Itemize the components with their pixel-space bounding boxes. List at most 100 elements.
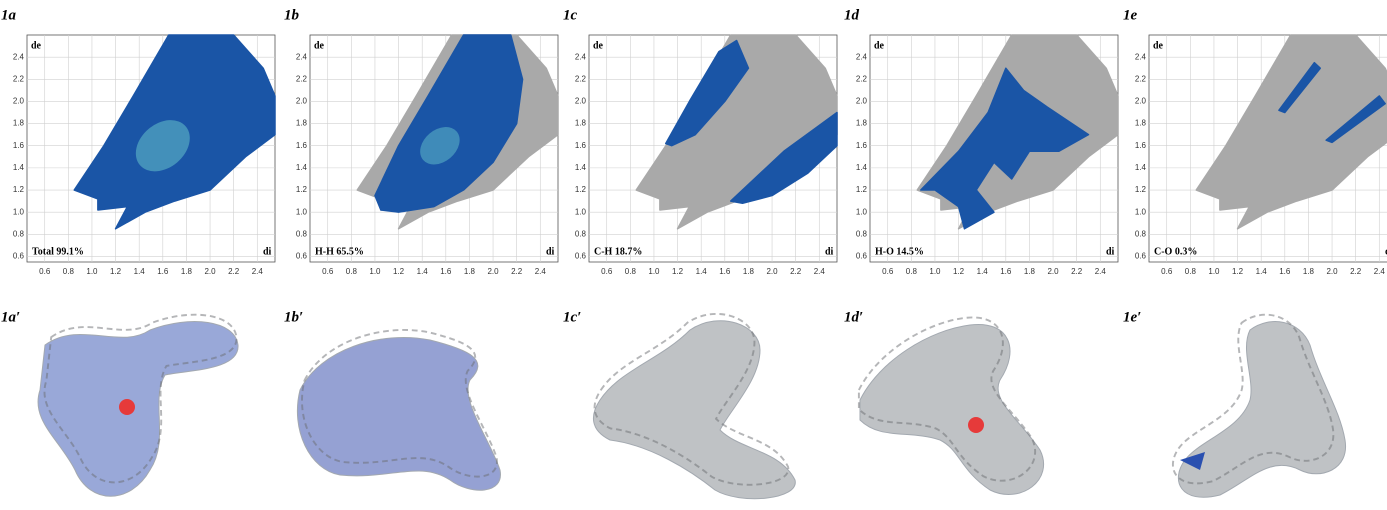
y-tick-label: 1.2: [856, 185, 868, 194]
y-tick-label: 1.4: [296, 163, 308, 172]
x-tick-label: 1.6: [440, 267, 452, 276]
x-tick-label: 2.0: [1047, 267, 1059, 276]
x-tick-label: 1.0: [648, 267, 660, 276]
x-tick-label: 2.2: [1071, 267, 1083, 276]
y-tick-label: 0.6: [575, 252, 587, 261]
y-tick-label: 2.0: [856, 97, 868, 106]
x-tick-label: 0.8: [63, 267, 75, 276]
panel-label: 1a: [1, 7, 17, 23]
x-tick-label: 0.6: [322, 267, 334, 276]
x-tick-label: 0.8: [625, 267, 637, 276]
y-tick-label: 1.8: [13, 119, 25, 128]
x-tick-label: 2.0: [487, 267, 499, 276]
y-tick-label: 1.0: [575, 207, 587, 216]
x-tick-label: 1.8: [743, 267, 755, 276]
x-tick-label: 1.0: [929, 267, 941, 276]
y-tick-label: 2.2: [856, 74, 868, 83]
y-tick-label: 0.8: [856, 229, 868, 238]
y-tick-label: 2.0: [1135, 97, 1147, 106]
x-tick-label: 1.2: [393, 267, 405, 276]
x-tick-label: 1.2: [672, 267, 684, 276]
panel-label: 1e: [1123, 7, 1138, 23]
y-tick-label: 2.0: [296, 97, 308, 106]
x-tick-label: 0.6: [1161, 267, 1173, 276]
y-tick-label: 0.6: [13, 252, 25, 261]
y-tick-label: 0.6: [1135, 252, 1147, 261]
y-axis-label: de: [593, 40, 604, 51]
y-tick-label: 1.4: [856, 163, 868, 172]
y-tick-label: 1.6: [296, 141, 308, 150]
y-tick-label: 2.2: [13, 74, 25, 83]
x-tick-label: 0.8: [906, 267, 918, 276]
y-tick-label: 1.6: [1135, 141, 1147, 150]
y-tick-label: 1.2: [575, 185, 587, 194]
x-tick-label: 1.4: [417, 267, 429, 276]
surface-label: 1c′: [563, 309, 581, 325]
y-tick-label: 1.4: [575, 163, 587, 172]
y-axis-label: de: [31, 40, 42, 51]
surface-label: 1d′: [844, 309, 863, 325]
y-tick-label: 1.0: [296, 207, 308, 216]
x-tick-label: 1.6: [719, 267, 731, 276]
y-tick-label: 1.4: [13, 163, 25, 172]
hirshfeld-surface: [297, 337, 500, 490]
y-tick-label: 2.0: [575, 97, 587, 106]
x-tick-label: 1.4: [134, 267, 146, 276]
y-tick-label: 1.8: [856, 119, 868, 128]
x-tick-label: 2.0: [204, 267, 216, 276]
x-tick-label: 2.0: [1326, 267, 1338, 276]
y-tick-label: 2.4: [575, 52, 587, 61]
hirshfeld-surface: [1178, 322, 1345, 498]
y-tick-label: 2.4: [1135, 52, 1147, 61]
y-tick-label: 0.6: [856, 252, 868, 261]
y-tick-label: 0.8: [13, 229, 25, 238]
x-tick-label: 1.6: [1000, 267, 1012, 276]
x-tick-label: 1.8: [464, 267, 476, 276]
y-tick-label: 0.6: [296, 252, 308, 261]
y-tick-label: 1.0: [13, 207, 25, 216]
y-tick-label: 2.4: [296, 52, 308, 61]
y-tick-label: 1.8: [1135, 119, 1147, 128]
y-tick-label: 1.2: [1135, 185, 1147, 194]
x-tick-label: 2.2: [790, 267, 802, 276]
y-tick-label: 2.4: [13, 52, 25, 61]
annotation: C-O 0.3%: [1154, 246, 1197, 257]
y-tick-label: 1.8: [575, 119, 587, 128]
y-tick-label: 1.4: [1135, 163, 1147, 172]
x-tick-label: 0.6: [39, 267, 51, 276]
x-tick-label: 1.0: [86, 267, 98, 276]
y-tick-label: 1.2: [296, 185, 308, 194]
y-tick-label: 1.8: [296, 119, 308, 128]
y-axis-label: de: [314, 40, 325, 51]
x-tick-label: 1.4: [977, 267, 989, 276]
x-tick-label: 1.6: [1279, 267, 1291, 276]
figure: 1a 0.6 0.8 1.0 1.2 1.4 1.6 1.8 2.0 2.2 2.4 0.6 0.8 1.…: [0, 0, 1387, 510]
y-tick-label: 2.2: [575, 74, 587, 83]
x-tick-label: 2.2: [1350, 267, 1362, 276]
surface-label: 1e′: [1123, 309, 1141, 325]
x-tick-label: 0.6: [882, 267, 894, 276]
x-tick-label: 0.8: [346, 267, 358, 276]
x-tick-label: 1.0: [1208, 267, 1220, 276]
y-tick-label: 0.8: [1135, 229, 1147, 238]
x-tick-label: 2.4: [814, 267, 826, 276]
surface-label: 1a′: [1, 309, 20, 325]
contact-spot: [968, 417, 984, 433]
x-tick-label: 1.2: [110, 267, 122, 276]
x-tick-label: 2.4: [252, 267, 264, 276]
y-tick-label: 2.4: [856, 52, 868, 61]
contact-spot: [119, 399, 135, 415]
annotation: C-H 18.7%: [594, 246, 642, 257]
x-tick-label: 2.4: [535, 267, 547, 276]
y-tick-label: 0.8: [296, 229, 308, 238]
y-axis-label: de: [1153, 40, 1164, 51]
x-axis-label: di: [1106, 246, 1115, 257]
y-tick-label: 1.2: [13, 185, 25, 194]
y-tick-label: 2.2: [296, 74, 308, 83]
y-tick-label: 2.0: [13, 97, 25, 106]
y-tick-label: 1.0: [856, 207, 868, 216]
x-tick-label: 1.0: [369, 267, 381, 276]
